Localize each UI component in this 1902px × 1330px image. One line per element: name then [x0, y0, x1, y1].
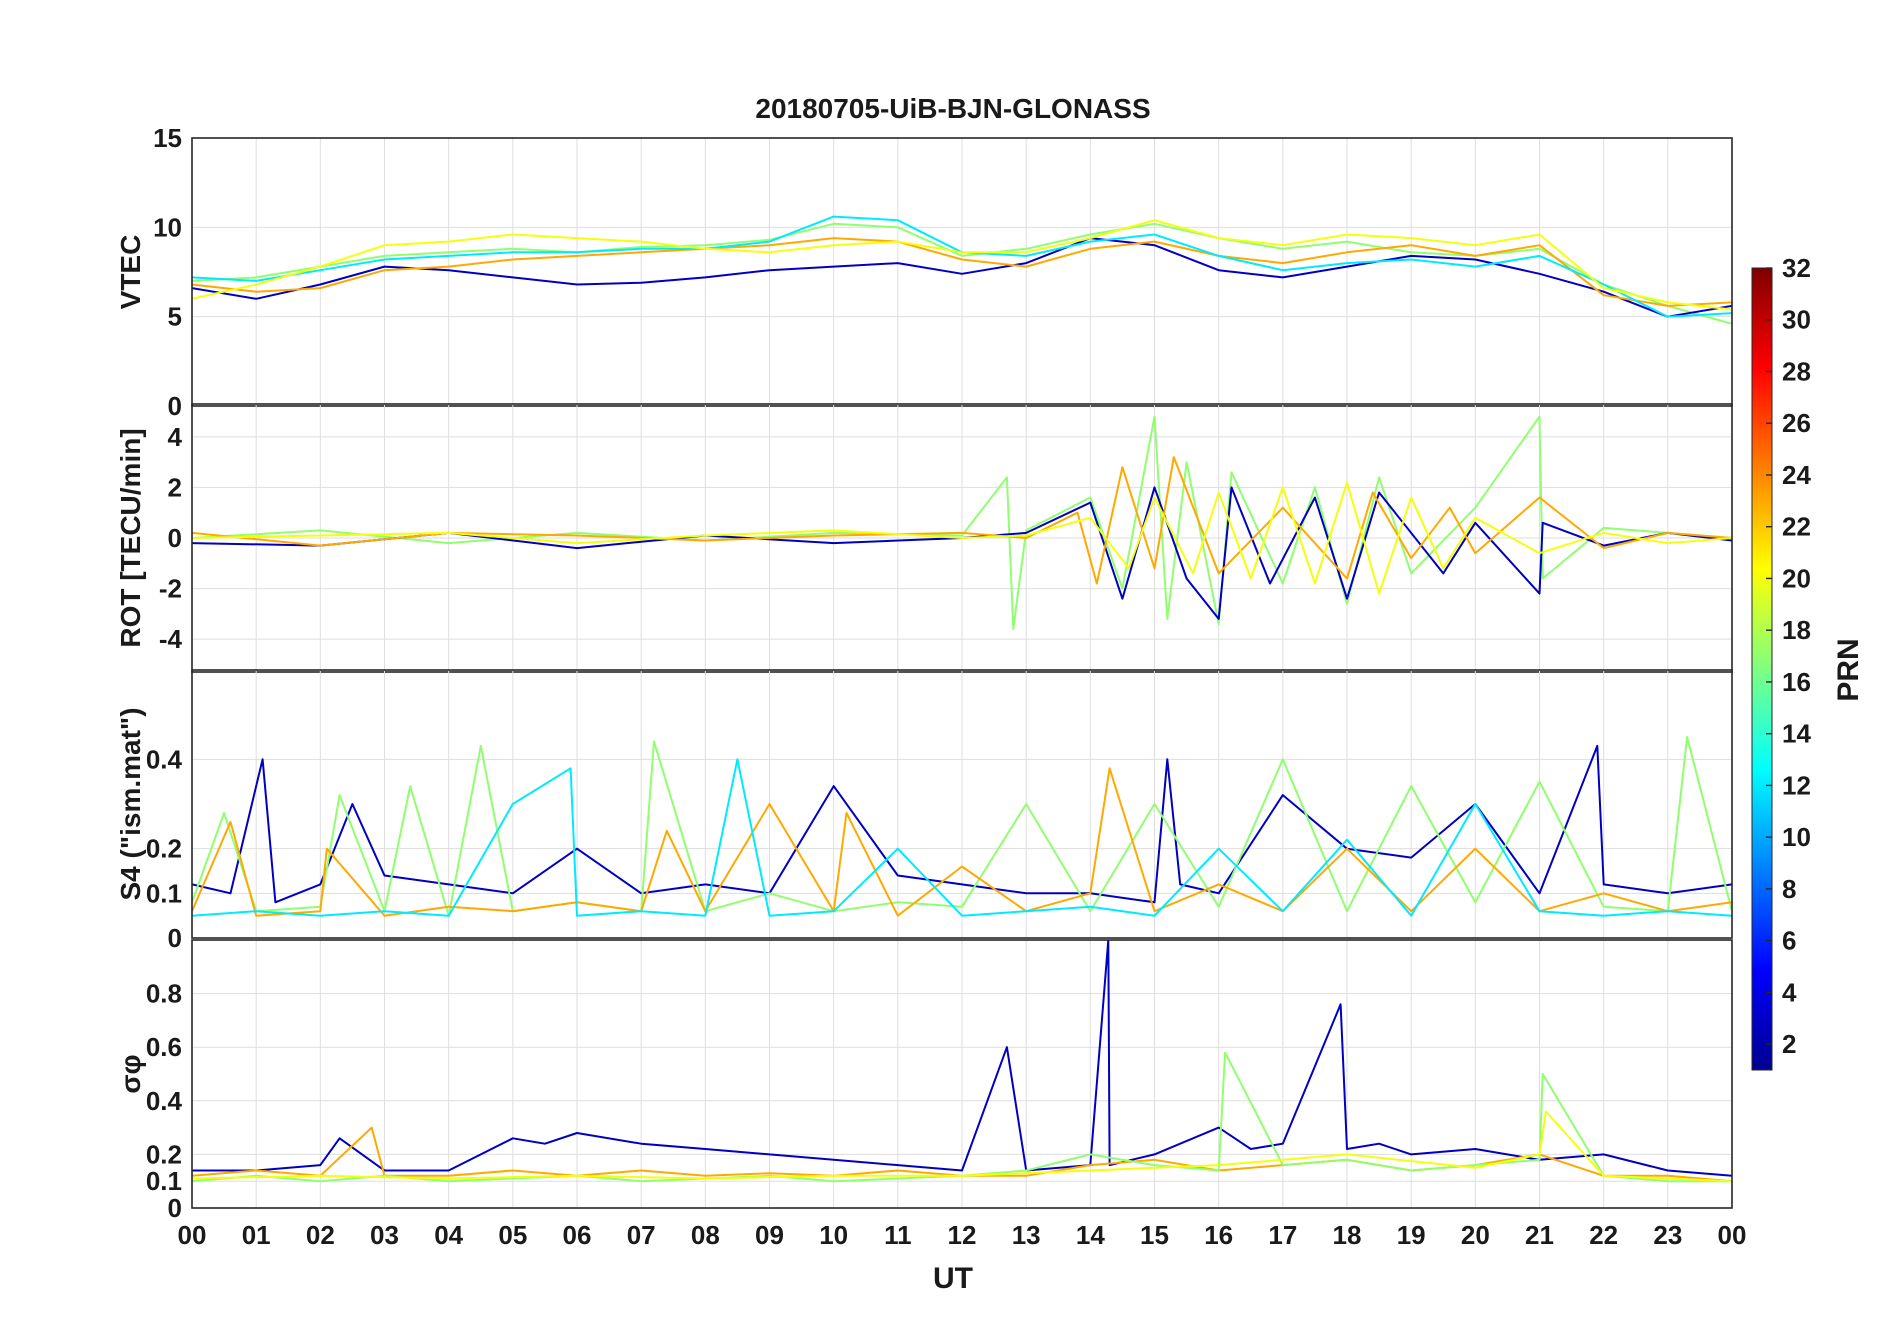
series-prn-12	[192, 758, 1732, 917]
x-tick-label: 23	[1653, 1220, 1682, 1250]
y-tick-label: -4	[159, 624, 183, 654]
y-tick-label: 0	[168, 391, 182, 421]
colorbar-tick-label: 28	[1782, 356, 1811, 386]
colorbar-tick-label: 14	[1782, 719, 1811, 749]
x-tick-label: 00	[1718, 1220, 1747, 1250]
y-tick-label: 0	[168, 923, 182, 953]
series-prn-3	[192, 237, 1732, 318]
colorbar-tick-label: 12	[1782, 770, 1811, 800]
x-tick-label: 03	[370, 1220, 399, 1250]
x-tick-label: 10	[819, 1220, 848, 1250]
y-tick-label: 0.1	[146, 878, 182, 908]
series-group	[192, 415, 1732, 630]
panel-frame	[191, 669, 1733, 939]
x-tick-label: 13	[1012, 1220, 1041, 1250]
colorbar-tick-label: 30	[1782, 305, 1811, 335]
y-tick-label: 0.1	[146, 1166, 182, 1196]
series-prn-20	[192, 219, 1732, 311]
series-prn-20	[192, 1110, 1732, 1183]
y-tick-label: 0.2	[146, 1139, 182, 1169]
colorbar-tick-label: 4	[1782, 977, 1797, 1007]
colorbar-tick-label: 32	[1782, 253, 1811, 283]
colorbar-tick-label: 2	[1782, 1029, 1796, 1059]
chart-title: 20180705-UiB-BJN-GLONASS	[755, 93, 1150, 124]
y-tick-label: 10	[153, 212, 182, 242]
y-tick-label: 2	[168, 472, 182, 502]
y-tick-label: 15	[153, 123, 182, 153]
colorbar-tick-label: 26	[1782, 408, 1811, 438]
x-tick-label: 18	[1333, 1220, 1362, 1250]
colorbar-tick-label: 22	[1782, 512, 1811, 542]
series-group	[192, 736, 1732, 917]
x-tick-label: 01	[242, 1220, 271, 1250]
x-tick-label: 06	[563, 1220, 592, 1250]
colorbar-tick-label: 6	[1782, 926, 1796, 956]
series-prn-23	[192, 767, 1732, 917]
x-tick-label: 19	[1397, 1220, 1426, 1250]
colorbar-gradient	[1751, 267, 1773, 1071]
x-tick-label: 08	[691, 1220, 720, 1250]
y-axis-label: VTEC	[115, 235, 146, 310]
panel-frame	[191, 939, 1733, 1209]
colorbar-tick-label: 24	[1782, 460, 1811, 490]
y-tick-label: 5	[168, 302, 182, 332]
colorbar-label: PRN	[1832, 638, 1865, 701]
y-tick-label: 0.4	[146, 744, 183, 774]
series-group	[192, 215, 1732, 325]
x-tick-label: 21	[1525, 1220, 1554, 1250]
x-tick-label: 16	[1204, 1220, 1233, 1250]
x-tick-label: 14	[1076, 1220, 1105, 1250]
y-tick-label: 4	[168, 422, 183, 452]
panel-vtec: 0 5 10 15 VTEC	[115, 123, 1733, 421]
panel-rot: -4 -2 0 2 4 ROT [TECU/min]	[115, 403, 1733, 673]
x-tick-label: 17	[1268, 1220, 1297, 1250]
x-tick-label: 02	[306, 1220, 335, 1250]
x-tick-label: 07	[627, 1220, 656, 1250]
series-group	[192, 940, 1732, 1183]
colorbar-tick-label: 18	[1782, 615, 1811, 645]
series-prn-20	[192, 481, 1732, 595]
y-axis-label: ROT [TECU/min]	[115, 428, 146, 647]
colorbar-tick-label: 20	[1782, 563, 1811, 593]
colorbar-tick-label: 10	[1782, 822, 1811, 852]
y-tick-label: 0.8	[146, 979, 182, 1009]
y-tick-label: 0	[168, 1193, 182, 1223]
x-tick-label: 15	[1140, 1220, 1169, 1250]
x-tick-label: 20	[1461, 1220, 1490, 1250]
y-tick-label: 0	[168, 523, 182, 553]
x-tick-label: 00	[178, 1220, 207, 1250]
y-tick-label: 0.6	[146, 1032, 182, 1062]
y-axis-label: S4 ("ism.mat")	[115, 707, 146, 900]
colorbar-tick-label: 8	[1782, 874, 1796, 904]
y-tick-label: 0.2	[146, 834, 182, 864]
series-prn-23	[192, 456, 1732, 585]
panel-sigma_phi: 00.10.2 0.4 0.6 0.8 σφ	[115, 939, 1733, 1223]
x-tick-label: 22	[1589, 1220, 1618, 1250]
y-tick-label: -2	[159, 574, 182, 604]
y-tick-label: 0.4	[146, 1086, 183, 1116]
x-tick-label: 11	[884, 1220, 912, 1250]
series-prn-23	[192, 237, 1732, 307]
y-axis-label: σφ	[115, 1054, 146, 1093]
colorbar-tick-label: 16	[1782, 667, 1811, 697]
x-tick-label: 09	[755, 1220, 784, 1250]
x-tick-label: 12	[948, 1220, 977, 1250]
x-axis-label: UT	[933, 1262, 973, 1295]
x-tick-label: 04	[434, 1220, 463, 1250]
panel-s4: 0 0.1 0.2 0.4S4 ("ism.mat")	[115, 669, 1733, 953]
series-prn-17	[192, 1051, 1732, 1183]
x-tick-label: 05	[498, 1220, 527, 1250]
